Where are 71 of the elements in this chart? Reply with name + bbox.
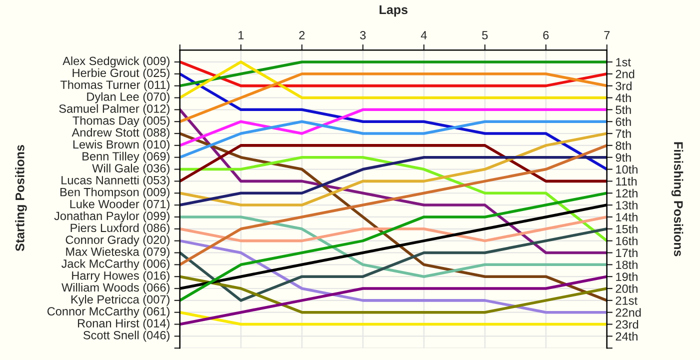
text: Lucas Nannetti (053) [62,176,170,187]
y-tick-label: 12th [616,188,638,198]
y-tick-label: 21st [616,296,638,305]
y-tick-label: 5th [616,105,631,114]
y-tick-label: 10th [616,164,638,174]
y-tick-label: 23rd [616,320,638,329]
text: Kyle Petricca (007) [71,294,170,306]
text: Herbie Grout (025) [72,68,170,80]
y-tick-label: 19th [616,272,638,281]
x-tick-label: 6 [543,31,549,40]
y-tick-label: 17th [616,248,638,258]
text: Piers Luxford (086) [70,223,170,234]
y-tick-label: 15th [616,224,638,234]
x-tick-label: 5 [482,31,488,40]
text: Scott Snell (046) [83,330,170,342]
text: Jack McCarthy (006) [61,259,170,270]
y-tick-label: 18th [616,260,638,270]
y-tick-label: 22nd [616,308,641,317]
text: Starting Positions [15,145,27,252]
y-tick-label: 14th [616,212,638,222]
text: Connor McCarthy (061) [47,306,170,318]
text: William Woods (066) [62,283,170,294]
y-tick-label: 3rd [616,82,632,90]
text: Ronan Hirst (014) [78,318,170,330]
line-series [180,144,607,266]
y-tick-label: 8th [616,141,631,150]
text: Connor Grady (020) [66,235,170,246]
text: Alex Sedgwick (009) [62,56,170,68]
x-tick-label: 1 [238,31,244,40]
text: Benn Tilley (069) [82,152,170,163]
line-series [180,156,607,206]
text: Max Wieteska (079) [66,247,170,258]
x-tick-label: 7 [604,31,610,40]
y-tick-label: 4th [616,93,631,102]
line-series [180,275,607,314]
line-series [180,216,607,278]
y-tick-label: 7th [616,129,631,138]
line-series [180,108,607,147]
line-series [180,72,607,123]
text: Andrew Stott (088) [72,128,170,139]
y-tick-label: 6th [616,117,631,126]
text: Ben Thompson (009) [60,188,170,199]
y-tick-label: 9th [616,153,631,162]
text: Thomas Turner (011) [60,80,170,92]
line-series [180,239,607,314]
x-axis-title: Laps [380,5,408,17]
x-tick-label: 3 [360,31,366,40]
y-tick-label: 24th [616,332,638,341]
text: Dylan Lee (070) [87,92,170,104]
line-series [180,132,607,206]
y-tick-label: 11th [616,176,637,186]
text: Thomas Day (005) [72,116,170,128]
text: Jonathan Paylor (099) [54,211,170,222]
line-series [180,275,607,326]
line-series [180,72,607,171]
y-tick-label: 13th [616,200,638,210]
y-tick-label: 20th [616,284,638,293]
y-axis-title: Finishing Positions [671,142,684,256]
line-series [180,228,607,302]
y-tick-label: 2nd [616,70,634,78]
line-series [180,192,607,302]
x-tick-label: 4 [420,31,427,40]
line-series [180,156,607,242]
text: Will Gale (036) [92,164,170,175]
text: Harry Howes (016) [72,271,170,282]
text: Luke Wooder (071) [70,200,170,211]
y-tick-label: 1st [616,58,631,66]
text: Samuel Palmer (012) [59,104,170,116]
text: Lewis Brown (010) [73,140,170,151]
x-tick-label: 2 [299,31,305,40]
y-tick-label: 16th [616,236,638,246]
